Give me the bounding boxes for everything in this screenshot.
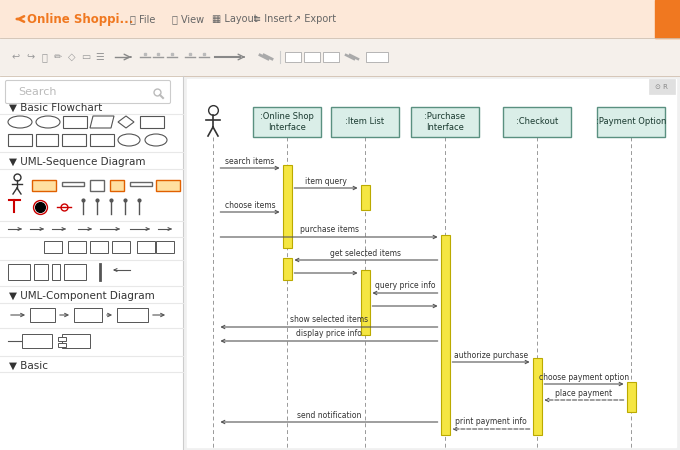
Text: ≡ Insert: ≡ Insert <box>253 14 292 24</box>
Text: display price info: display price info <box>296 329 362 338</box>
Bar <box>282 258 292 280</box>
Bar <box>183 76 680 450</box>
Bar <box>62 134 86 146</box>
Polygon shape <box>118 116 134 128</box>
Text: Search: Search <box>18 87 56 97</box>
Bar <box>137 241 155 253</box>
Text: search items: search items <box>225 157 275 166</box>
Bar <box>36 134 58 146</box>
Bar <box>156 241 174 253</box>
Text: ▦ Layout: ▦ Layout <box>212 14 258 24</box>
Bar <box>130 182 152 186</box>
Bar <box>58 337 66 341</box>
Bar <box>156 180 180 191</box>
Text: item query: item query <box>305 176 347 185</box>
Bar <box>323 52 339 62</box>
Bar <box>117 308 148 322</box>
Bar <box>8 264 30 280</box>
Text: ▼ UML-Component Diagram: ▼ UML-Component Diagram <box>9 291 155 301</box>
Bar <box>110 180 124 191</box>
Bar <box>22 334 52 348</box>
Text: :Payment Option: :Payment Option <box>596 117 666 126</box>
Bar <box>30 308 55 322</box>
Bar <box>90 134 114 146</box>
Text: choose payment option: choose payment option <box>539 373 629 382</box>
Bar <box>34 264 48 280</box>
Text: 📄 File: 📄 File <box>130 14 155 24</box>
Text: ↩: ↩ <box>12 52 20 62</box>
Bar <box>0 38 680 76</box>
Text: purchase items: purchase items <box>299 225 358 234</box>
Bar <box>441 235 449 435</box>
Bar <box>32 180 56 191</box>
Text: ▼ Basic: ▼ Basic <box>9 361 48 371</box>
Text: print payment info: print payment info <box>455 418 527 427</box>
Bar <box>282 165 292 248</box>
Text: ⊙ R: ⊙ R <box>655 84 668 90</box>
Text: :Purchase
Interface: :Purchase Interface <box>424 112 466 132</box>
Ellipse shape <box>118 134 140 146</box>
Bar <box>253 107 321 137</box>
Bar <box>0 0 680 38</box>
Text: 👁 View: 👁 View <box>172 14 204 24</box>
Bar <box>503 107 571 137</box>
Bar <box>597 107 665 137</box>
Bar <box>285 52 301 62</box>
Text: ◇: ◇ <box>68 52 75 62</box>
Text: authorize purchase: authorize purchase <box>454 351 528 360</box>
Bar <box>63 116 87 128</box>
Bar <box>64 264 86 280</box>
Bar <box>655 0 680 38</box>
Bar <box>62 182 84 186</box>
Text: ▭: ▭ <box>82 52 90 62</box>
Text: ✏: ✏ <box>54 52 62 62</box>
Ellipse shape <box>36 116 60 128</box>
Text: send notification: send notification <box>296 410 361 419</box>
Text: place payment: place payment <box>556 388 613 397</box>
Bar <box>140 116 164 128</box>
Bar <box>360 185 369 210</box>
Bar <box>112 241 130 253</box>
Bar <box>304 52 320 62</box>
Bar <box>58 343 66 347</box>
Text: show selected items: show selected items <box>290 315 368 324</box>
Bar <box>366 52 388 62</box>
Bar <box>187 79 676 447</box>
Bar <box>626 382 636 412</box>
Text: get selected items: get selected items <box>330 248 401 257</box>
Bar <box>649 79 675 94</box>
Text: choose items: choose items <box>224 201 275 210</box>
Bar <box>532 358 541 435</box>
Text: ↗ Export: ↗ Export <box>293 14 336 24</box>
Text: 🗑: 🗑 <box>41 52 47 62</box>
Bar <box>331 107 399 137</box>
Text: Online Shoppi...: Online Shoppi... <box>27 13 133 26</box>
Text: ▼ Basic Flowchart: ▼ Basic Flowchart <box>9 103 102 113</box>
Bar <box>74 308 102 322</box>
Text: ↪: ↪ <box>26 52 34 62</box>
Bar <box>411 107 479 137</box>
Text: ☰: ☰ <box>96 52 104 62</box>
Polygon shape <box>90 116 114 128</box>
Text: ▼ UML-Sequence Diagram: ▼ UML-Sequence Diagram <box>9 157 146 167</box>
Bar <box>8 134 32 146</box>
Text: query price info: query price info <box>375 282 435 291</box>
Bar <box>90 241 108 253</box>
Text: :Item List: :Item List <box>345 117 385 126</box>
Bar <box>90 180 104 191</box>
Bar <box>68 241 86 253</box>
Text: :Checkout: :Checkout <box>516 117 558 126</box>
Text: :Online Shop
Interface: :Online Shop Interface <box>260 112 314 132</box>
Ellipse shape <box>8 116 32 128</box>
Bar <box>0 76 183 450</box>
Bar <box>360 270 369 335</box>
Ellipse shape <box>145 134 167 146</box>
Bar <box>62 334 90 348</box>
Bar <box>52 264 60 280</box>
FancyBboxPatch shape <box>5 81 171 104</box>
Bar <box>44 241 62 253</box>
